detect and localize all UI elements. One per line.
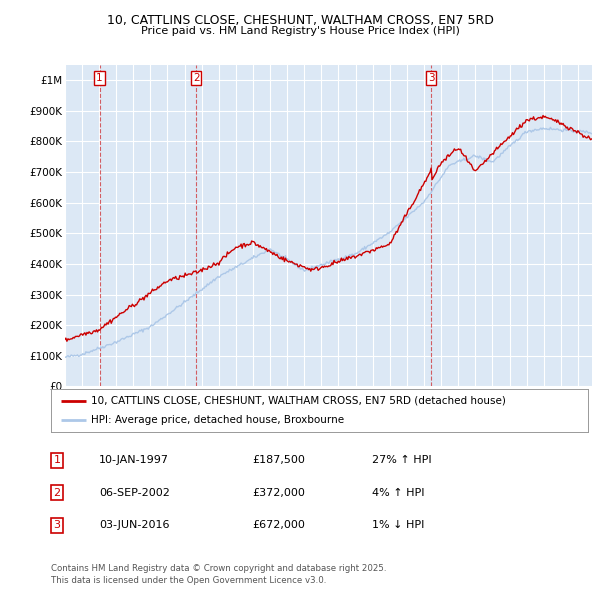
Text: 06-SEP-2002: 06-SEP-2002 — [99, 488, 170, 497]
Text: 3: 3 — [53, 520, 61, 530]
Text: 1% ↓ HPI: 1% ↓ HPI — [372, 520, 424, 530]
Text: Contains HM Land Registry data © Crown copyright and database right 2025.
This d: Contains HM Land Registry data © Crown c… — [51, 565, 386, 585]
Text: 4% ↑ HPI: 4% ↑ HPI — [372, 488, 425, 497]
Text: 10, CATTLINS CLOSE, CHESHUNT, WALTHAM CROSS, EN7 5RD: 10, CATTLINS CLOSE, CHESHUNT, WALTHAM CR… — [107, 14, 493, 27]
Text: £372,000: £372,000 — [252, 488, 305, 497]
Text: 10-JAN-1997: 10-JAN-1997 — [99, 455, 169, 465]
Text: 1: 1 — [53, 455, 61, 465]
Text: £672,000: £672,000 — [252, 520, 305, 530]
Text: £187,500: £187,500 — [252, 455, 305, 465]
Text: 03-JUN-2016: 03-JUN-2016 — [99, 520, 170, 530]
Text: HPI: Average price, detached house, Broxbourne: HPI: Average price, detached house, Brox… — [91, 415, 344, 425]
Text: 27% ↑ HPI: 27% ↑ HPI — [372, 455, 431, 465]
Text: 1: 1 — [96, 73, 103, 83]
Text: 10, CATTLINS CLOSE, CHESHUNT, WALTHAM CROSS, EN7 5RD (detached house): 10, CATTLINS CLOSE, CHESHUNT, WALTHAM CR… — [91, 396, 506, 406]
Text: 2: 2 — [53, 488, 61, 497]
Text: 3: 3 — [428, 73, 434, 83]
Text: Price paid vs. HM Land Registry's House Price Index (HPI): Price paid vs. HM Land Registry's House … — [140, 26, 460, 36]
Text: 2: 2 — [193, 73, 199, 83]
